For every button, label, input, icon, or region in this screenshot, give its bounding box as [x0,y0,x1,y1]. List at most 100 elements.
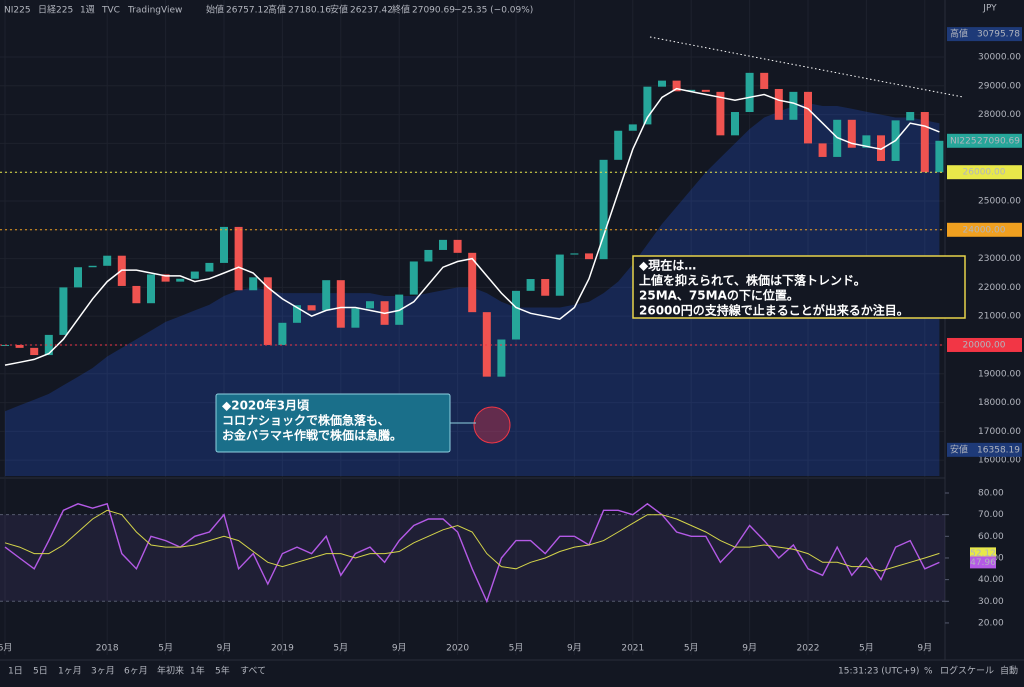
annotation-text: 上値を抑えられて、株価は下落トレンド。 [639,273,866,288]
x-tick-label: 2018 [96,644,119,654]
candle [482,312,491,377]
price-badge-name: NI225 [950,136,977,146]
annotation-text: ◆現在は… [639,258,696,273]
candle [234,226,243,291]
x-tick-label: 5月 [333,643,348,654]
header-item: 26237.42 [350,6,393,16]
candle [541,279,550,296]
candle [847,119,856,148]
candle [570,253,579,255]
ma-line [4,87,940,366]
range-button[interactable]: 1ヶ月 [58,666,82,677]
candle [701,89,710,92]
candle [366,301,374,309]
candle [658,80,666,87]
range-button[interactable]: 5年 [215,665,230,677]
range-button[interactable]: 1日 [8,666,23,677]
range-button[interactable]: すべて [240,666,266,677]
price-badge-name: 高値 [950,28,968,40]
candle [512,290,520,340]
candle [731,112,739,136]
y-tick-label: 30000.00 [978,53,1021,63]
x-tick-label: 2022 [797,644,820,654]
candle [409,261,418,295]
y-tick-label: 20.00 [978,618,1004,628]
header-item: NI225 [4,6,31,16]
log-button[interactable]: ログスケール [940,665,994,677]
y-tick-label: 23000.00 [978,254,1021,264]
candle [15,344,24,348]
rsi-badge [970,556,996,569]
candle [760,72,769,89]
header-item: TradingView [127,6,182,16]
price-badge [947,165,1022,180]
candle [147,274,155,304]
candle [220,226,228,263]
price-badge [947,222,1022,237]
candle [687,89,696,92]
x-tick-label: 5月 [684,643,699,654]
range-button[interactable]: 1年 [190,665,205,677]
candle [190,271,199,279]
candle [585,253,593,260]
x-tick-label: 5月 [859,643,874,654]
y-tick-label: 40.00 [978,575,1004,585]
price-badge-label: 24000.00 [963,225,1006,235]
candle [628,124,637,131]
price-badge [947,442,1022,457]
candle [789,91,798,120]
header-item: 27180.16 [288,6,331,16]
candle [293,305,301,323]
x-tick-label: 5月 [158,643,173,654]
candle [307,305,316,311]
candle [643,86,652,125]
candle [614,130,623,160]
x-tick-label: 2019 [271,644,294,654]
price-badge-value: 27090.69 [977,136,1020,146]
y-tick-label: 29000.00 [978,81,1021,91]
candle [132,285,141,304]
candle [745,72,754,113]
candle [672,80,681,92]
candle [555,254,564,296]
header-item: 日経225 [38,4,73,16]
highlight-circle [473,406,511,444]
annotation-box [632,255,966,319]
x-tick-label: 9月 [392,643,407,654]
candle [322,280,331,311]
candle [804,91,812,144]
price-badge [947,27,1022,42]
annotation-text: お金バラマキ作戦で株価は急騰。 [222,428,402,443]
candle [599,159,608,260]
range-button[interactable]: 6ヶ月 [124,666,148,677]
header-item: 始値 [206,4,224,16]
x-tick-label: 9月 [217,643,232,654]
header-item: 1週 [80,5,95,16]
y-tick-label: 19000.00 [978,369,1021,379]
candle [877,135,885,161]
candle [74,267,82,288]
candle [497,339,506,377]
candle [88,265,97,268]
range-button[interactable]: 年初来 [157,665,184,677]
range-button[interactable]: 5日 [33,666,48,677]
annotation-text: 26000円の支持線で止まることが出来るか注目。 [639,303,909,318]
y-tick-label: 25000.00 [978,196,1021,206]
candle [453,239,462,253]
range-button[interactable]: 3ヶ月 [91,666,115,677]
header-item: TVC [101,6,120,16]
percent-button[interactable]: % [924,667,933,677]
candle [161,274,170,282]
candle [935,140,944,173]
auto-button[interactable]: 自動 [1000,665,1018,677]
header-item: 高値 [268,4,286,16]
header-item: 終値 [392,4,410,16]
x-tick-label: 6月 [0,643,12,654]
y-tick-label: 18000.00 [978,398,1021,408]
y-tick-label: 70.00 [978,510,1004,520]
rsi-badge-label: 52.12 [970,549,996,559]
candle [176,278,185,282]
annotation-text: 25MA、75MAの下に位置。 [639,288,799,303]
